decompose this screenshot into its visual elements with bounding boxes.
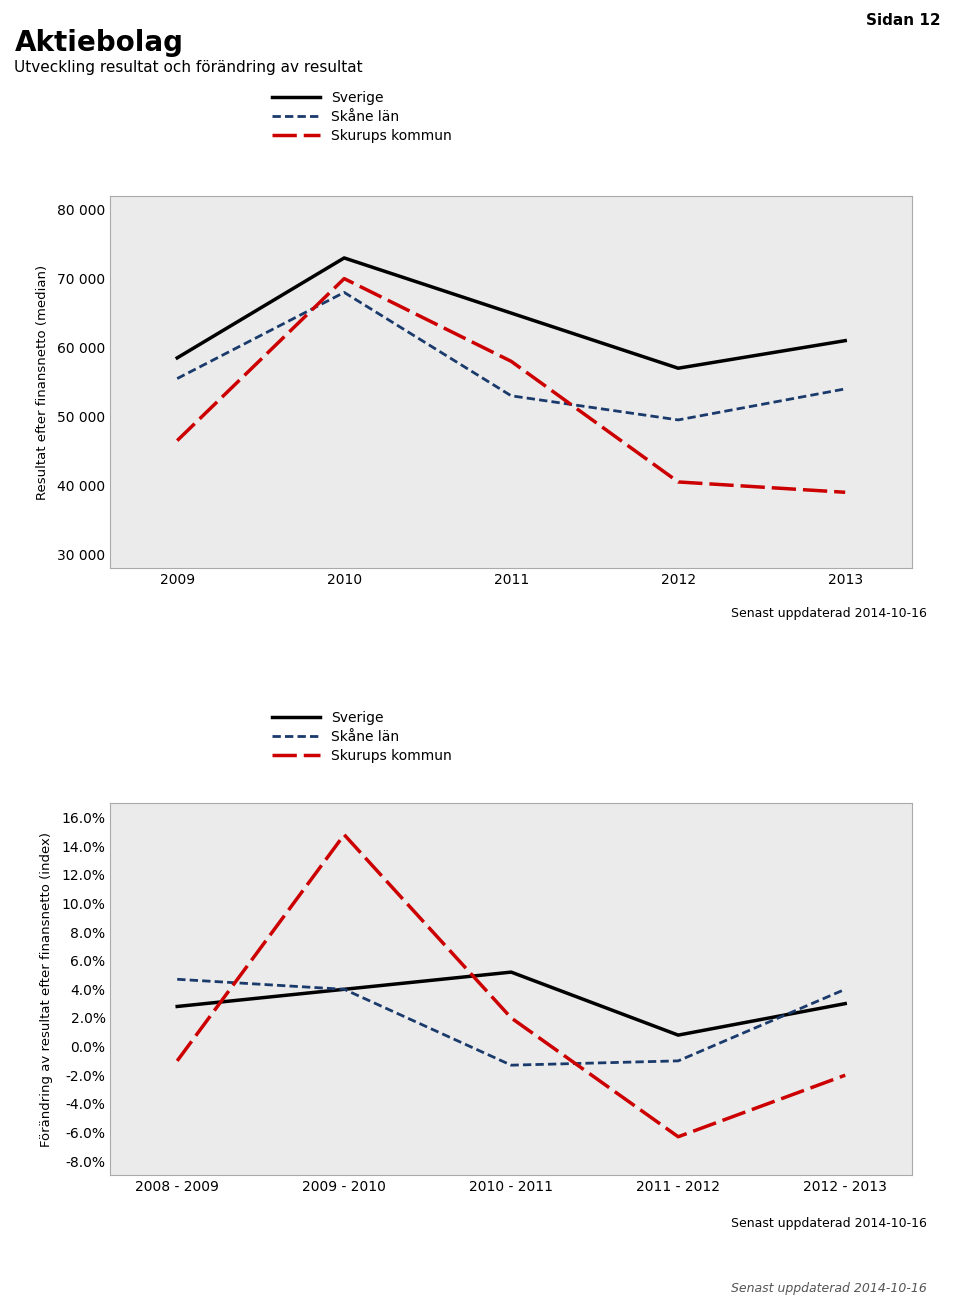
Text: Senast uppdaterad 2014-10-16: Senast uppdaterad 2014-10-16 — [731, 1282, 926, 1296]
Text: Senast uppdaterad 2014-10-16: Senast uppdaterad 2014-10-16 — [731, 607, 926, 620]
Text: Sidan 12: Sidan 12 — [866, 13, 941, 27]
Legend: Sverige, Skåne län, Skurups kommun: Sverige, Skåne län, Skurups kommun — [266, 705, 458, 768]
Y-axis label: Förändring av resultat efter finansnetto (index): Förändring av resultat efter finansnetto… — [40, 832, 53, 1147]
Y-axis label: Resultat efter finansnetto (median): Resultat efter finansnetto (median) — [36, 264, 49, 500]
Legend: Sverige, Skåne län, Skurups kommun: Sverige, Skåne län, Skurups kommun — [266, 85, 458, 148]
Text: Utveckling resultat och förändring av resultat: Utveckling resultat och förändring av re… — [14, 60, 363, 74]
Text: Senast uppdaterad 2014-10-16: Senast uppdaterad 2014-10-16 — [731, 1217, 926, 1230]
Text: Aktiebolag: Aktiebolag — [14, 29, 183, 56]
